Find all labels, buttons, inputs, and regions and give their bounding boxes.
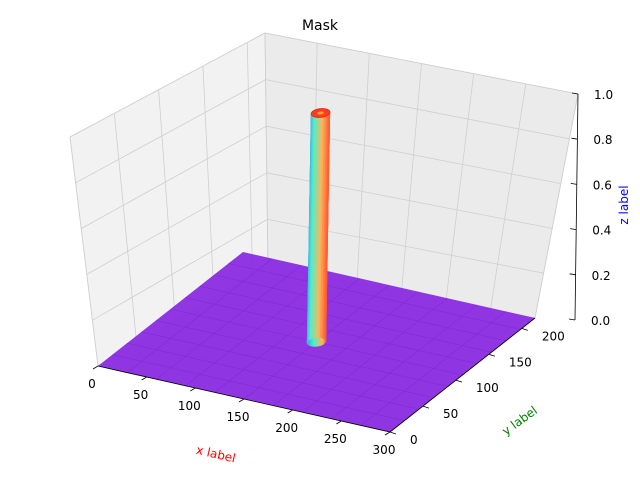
- y-tick: [455, 379, 463, 383]
- x-tick: [190, 387, 196, 392]
- x-tick-label: 300: [373, 443, 396, 457]
- grid-y-back: [69, 136, 99, 367]
- y-axis-label: y label: [499, 403, 540, 438]
- z-tick: [570, 228, 577, 230]
- x-tick: [384, 431, 391, 436]
- grid-z-left: [81, 125, 267, 229]
- grid-z-left: [86, 172, 267, 275]
- z-tick: [569, 273, 576, 276]
- y-tick: [422, 405, 430, 409]
- mesh-line: [228, 263, 521, 330]
- x-tick: [287, 409, 293, 414]
- grid-x-back: [534, 93, 579, 319]
- mesh-line: [331, 304, 477, 420]
- grid-z-right: [264, 32, 579, 95]
- z-axis-line: [574, 93, 579, 321]
- grid-x-back: [445, 73, 475, 301]
- z-tick: [571, 137, 578, 140]
- column-top-highlight: [317, 111, 324, 115]
- mesh-line: [184, 297, 478, 364]
- mask-surface: [98, 108, 535, 432]
- x-tick-label: 250: [324, 432, 347, 446]
- z-tick-label: 0.0: [591, 314, 610, 328]
- x-tick: [141, 376, 147, 381]
- tick-marks: 0 50 100 150 200 250 300 0 50 100 150 200 0.0 0.2 0.4 0…: [88, 88, 613, 457]
- y-tick-label: 150: [509, 355, 532, 369]
- mesh-line: [302, 297, 448, 413]
- y-tick-label: 200: [542, 329, 565, 343]
- y-tick-label: 100: [476, 381, 499, 395]
- x-tick: [336, 420, 342, 425]
- x-tick-label: 150: [227, 410, 250, 424]
- grid-z-left: [69, 32, 266, 138]
- x-tick-label: 50: [133, 388, 148, 402]
- grid-x-back: [356, 53, 370, 284]
- y-tick-label: 0: [410, 433, 418, 447]
- grid-y-back: [246, 42, 253, 276]
- y-tick: [521, 327, 528, 331]
- y-tick: [488, 353, 495, 357]
- x-axis-label: x label: [195, 443, 237, 466]
- grid-z-right: [265, 79, 570, 140]
- z-tick: [568, 318, 576, 321]
- mesh-line: [199, 285, 492, 353]
- z-axis-label: z label: [617, 185, 631, 224]
- z-tick-label: 0.4: [592, 224, 611, 238]
- x-tick: [92, 365, 99, 370]
- mesh-line: [360, 311, 506, 426]
- grid-z-left: [75, 79, 266, 184]
- y-tick-label: 50: [443, 407, 458, 421]
- z-tick-label: 1.0: [594, 88, 613, 102]
- grid-y-back: [202, 66, 215, 298]
- z-tick: [571, 92, 579, 95]
- x-tick-label: 100: [178, 399, 201, 413]
- grid-x-back: [490, 83, 527, 310]
- grid-z-left: [92, 219, 268, 321]
- x-tick-label: 0: [88, 377, 96, 391]
- x-tick-label: 200: [275, 421, 298, 435]
- grid-x-back: [264, 32, 269, 267]
- z-tick-label: 0.2: [592, 269, 611, 283]
- x-tick: [238, 398, 245, 403]
- grid-y-back: [113, 113, 138, 344]
- z-tick-label: 0.8: [593, 133, 612, 147]
- y-tick: [389, 431, 397, 435]
- z-tick-label: 0.6: [593, 178, 612, 192]
- mesh-line: [213, 274, 507, 342]
- chart-title: Mask: [302, 18, 339, 34]
- grid-x-back: [401, 63, 422, 293]
- z-tick: [570, 183, 577, 185]
- y-axis-line: [389, 317, 536, 433]
- grid-y-back: [158, 89, 176, 321]
- mesh-line: [273, 291, 419, 406]
